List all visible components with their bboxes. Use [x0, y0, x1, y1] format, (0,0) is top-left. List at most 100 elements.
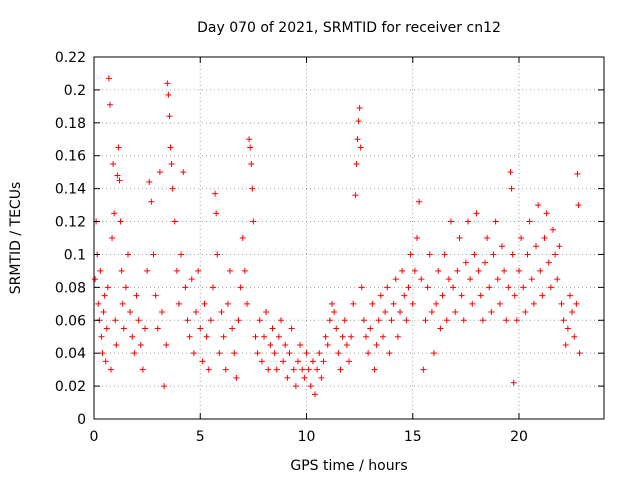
data-point	[473, 210, 480, 217]
data-point	[207, 317, 214, 324]
data-point	[355, 118, 362, 125]
data-point	[106, 101, 113, 108]
data-point	[161, 383, 168, 390]
data-point	[178, 251, 185, 258]
data-point	[210, 284, 216, 291]
data-point	[105, 75, 112, 82]
data-point	[357, 144, 364, 151]
data-point	[511, 292, 518, 299]
data-point	[131, 350, 138, 357]
data-point	[354, 136, 361, 143]
data-point	[97, 267, 104, 274]
data-point	[288, 325, 295, 332]
y-tick-label: 0.2	[64, 83, 86, 99]
data-point	[246, 136, 253, 143]
data-point	[119, 300, 126, 307]
data-point	[443, 317, 450, 324]
data-point	[220, 333, 227, 340]
data-point	[282, 341, 289, 348]
data-point	[222, 366, 229, 373]
data-point	[252, 333, 259, 340]
data-point	[405, 284, 412, 291]
data-point	[250, 218, 257, 225]
chart-title: Day 070 of 2021, SRMTID for receiver cn1…	[197, 20, 501, 36]
data-point	[433, 300, 440, 307]
data-point	[197, 325, 204, 332]
data-point	[482, 259, 488, 266]
x-tick-label: 0	[90, 429, 99, 445]
data-point	[166, 113, 173, 120]
data-point	[305, 366, 312, 373]
data-point	[110, 160, 117, 167]
data-point	[213, 210, 220, 217]
data-point	[547, 284, 554, 291]
data-point	[564, 325, 571, 332]
data-point	[373, 341, 380, 348]
y-tick-label: 0.1	[64, 247, 86, 263]
data-point	[247, 144, 254, 151]
data-point	[445, 276, 452, 283]
data-point	[439, 292, 446, 299]
data-point	[541, 235, 548, 241]
data-point	[165, 91, 172, 98]
data-point	[125, 251, 131, 258]
data-point	[409, 300, 416, 307]
data-point	[263, 309, 270, 316]
data-point	[552, 251, 559, 258]
data-point	[297, 341, 304, 348]
data-point	[271, 350, 278, 357]
y-tick-label: 0.14	[55, 182, 86, 198]
data-point	[522, 309, 529, 316]
data-point	[278, 317, 284, 324]
data-point	[510, 379, 517, 386]
data-point	[380, 333, 386, 340]
data-point	[269, 325, 276, 332]
data-point	[190, 350, 197, 357]
data-point	[479, 317, 486, 324]
data-point	[535, 202, 542, 209]
data-point	[418, 276, 425, 283]
data-point	[176, 300, 182, 307]
x-tick-label: 5	[196, 429, 205, 445]
plot-frame	[93, 56, 605, 420]
data-point	[182, 284, 189, 291]
data-point	[280, 358, 287, 365]
data-point	[205, 366, 212, 373]
data-point	[163, 341, 170, 348]
data-point	[335, 350, 342, 357]
data-points	[92, 75, 583, 398]
data-point	[258, 358, 265, 365]
data-point	[180, 169, 187, 176]
data-point	[524, 251, 531, 258]
data-point	[307, 383, 314, 390]
data-point	[484, 235, 491, 241]
data-point	[292, 383, 299, 390]
data-point	[507, 169, 514, 176]
data-point	[392, 276, 399, 283]
data-point	[431, 350, 437, 357]
data-point	[363, 333, 369, 340]
data-point	[168, 160, 175, 167]
data-point	[560, 317, 567, 324]
data-point	[399, 267, 406, 274]
data-point	[576, 350, 583, 357]
data-point	[248, 160, 255, 167]
data-point	[100, 309, 107, 316]
data-point	[218, 309, 225, 316]
data-point	[388, 317, 395, 324]
data-point	[314, 366, 321, 373]
data-point	[509, 251, 516, 258]
data-point	[416, 198, 423, 205]
data-point	[290, 366, 297, 373]
data-point	[518, 235, 525, 241]
data-point	[103, 325, 110, 332]
y-tick-label: 0.16	[55, 149, 86, 165]
data-point	[426, 251, 433, 258]
data-point	[386, 350, 393, 357]
data-point	[214, 251, 221, 258]
data-point	[231, 350, 238, 357]
data-point	[508, 185, 515, 192]
data-point	[369, 300, 376, 307]
data-point	[120, 325, 127, 332]
